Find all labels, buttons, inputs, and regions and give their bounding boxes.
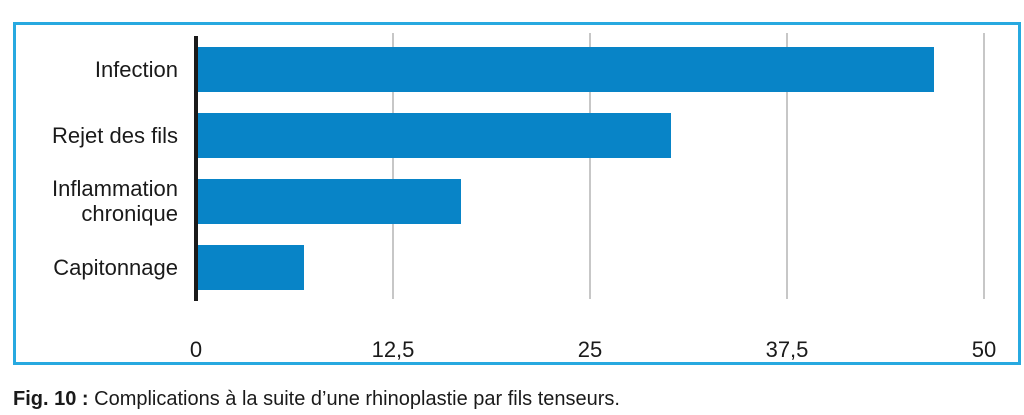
bar-rejet-des-fils [198,113,671,159]
x-tick-label: 0 [189,337,203,362]
figure-caption-text: Complications à la suite d’une rhinoplas… [94,388,620,410]
y-axis-line [194,36,198,301]
figure-caption: Fig. 10 : Complications à la suite d’une… [13,387,620,411]
x-tick-label: 12,5 [371,337,415,362]
bar-capitonnage [198,244,304,290]
figure-caption-number: Fig. 10 : [13,388,89,410]
category-label: Rejet des fils [52,123,178,149]
x-tick-label: 37,5 [765,337,809,362]
gridline-x-12,5 [392,33,394,299]
x-tick-label: 50 [971,337,997,362]
category-label: Infection [94,57,178,83]
gridline-x-37,5 [786,33,788,299]
gridline-x-25 [589,33,591,299]
gridline-x-50 [983,33,985,299]
category-label: Capitonnage [53,254,178,280]
plot-area: 0 12,5 25 37,5 50 [190,33,996,362]
bar-inflammation-chronique [198,178,462,224]
chart-frame: Infection Rejet des fils Inflammation chro… [13,22,1021,365]
bar-infection [198,47,934,93]
x-tick-label: 25 [577,337,603,362]
category-labels-column: Infection Rejet des fils Inflammation chro… [16,37,178,300]
category-label: Inflammation chronique [52,176,178,227]
